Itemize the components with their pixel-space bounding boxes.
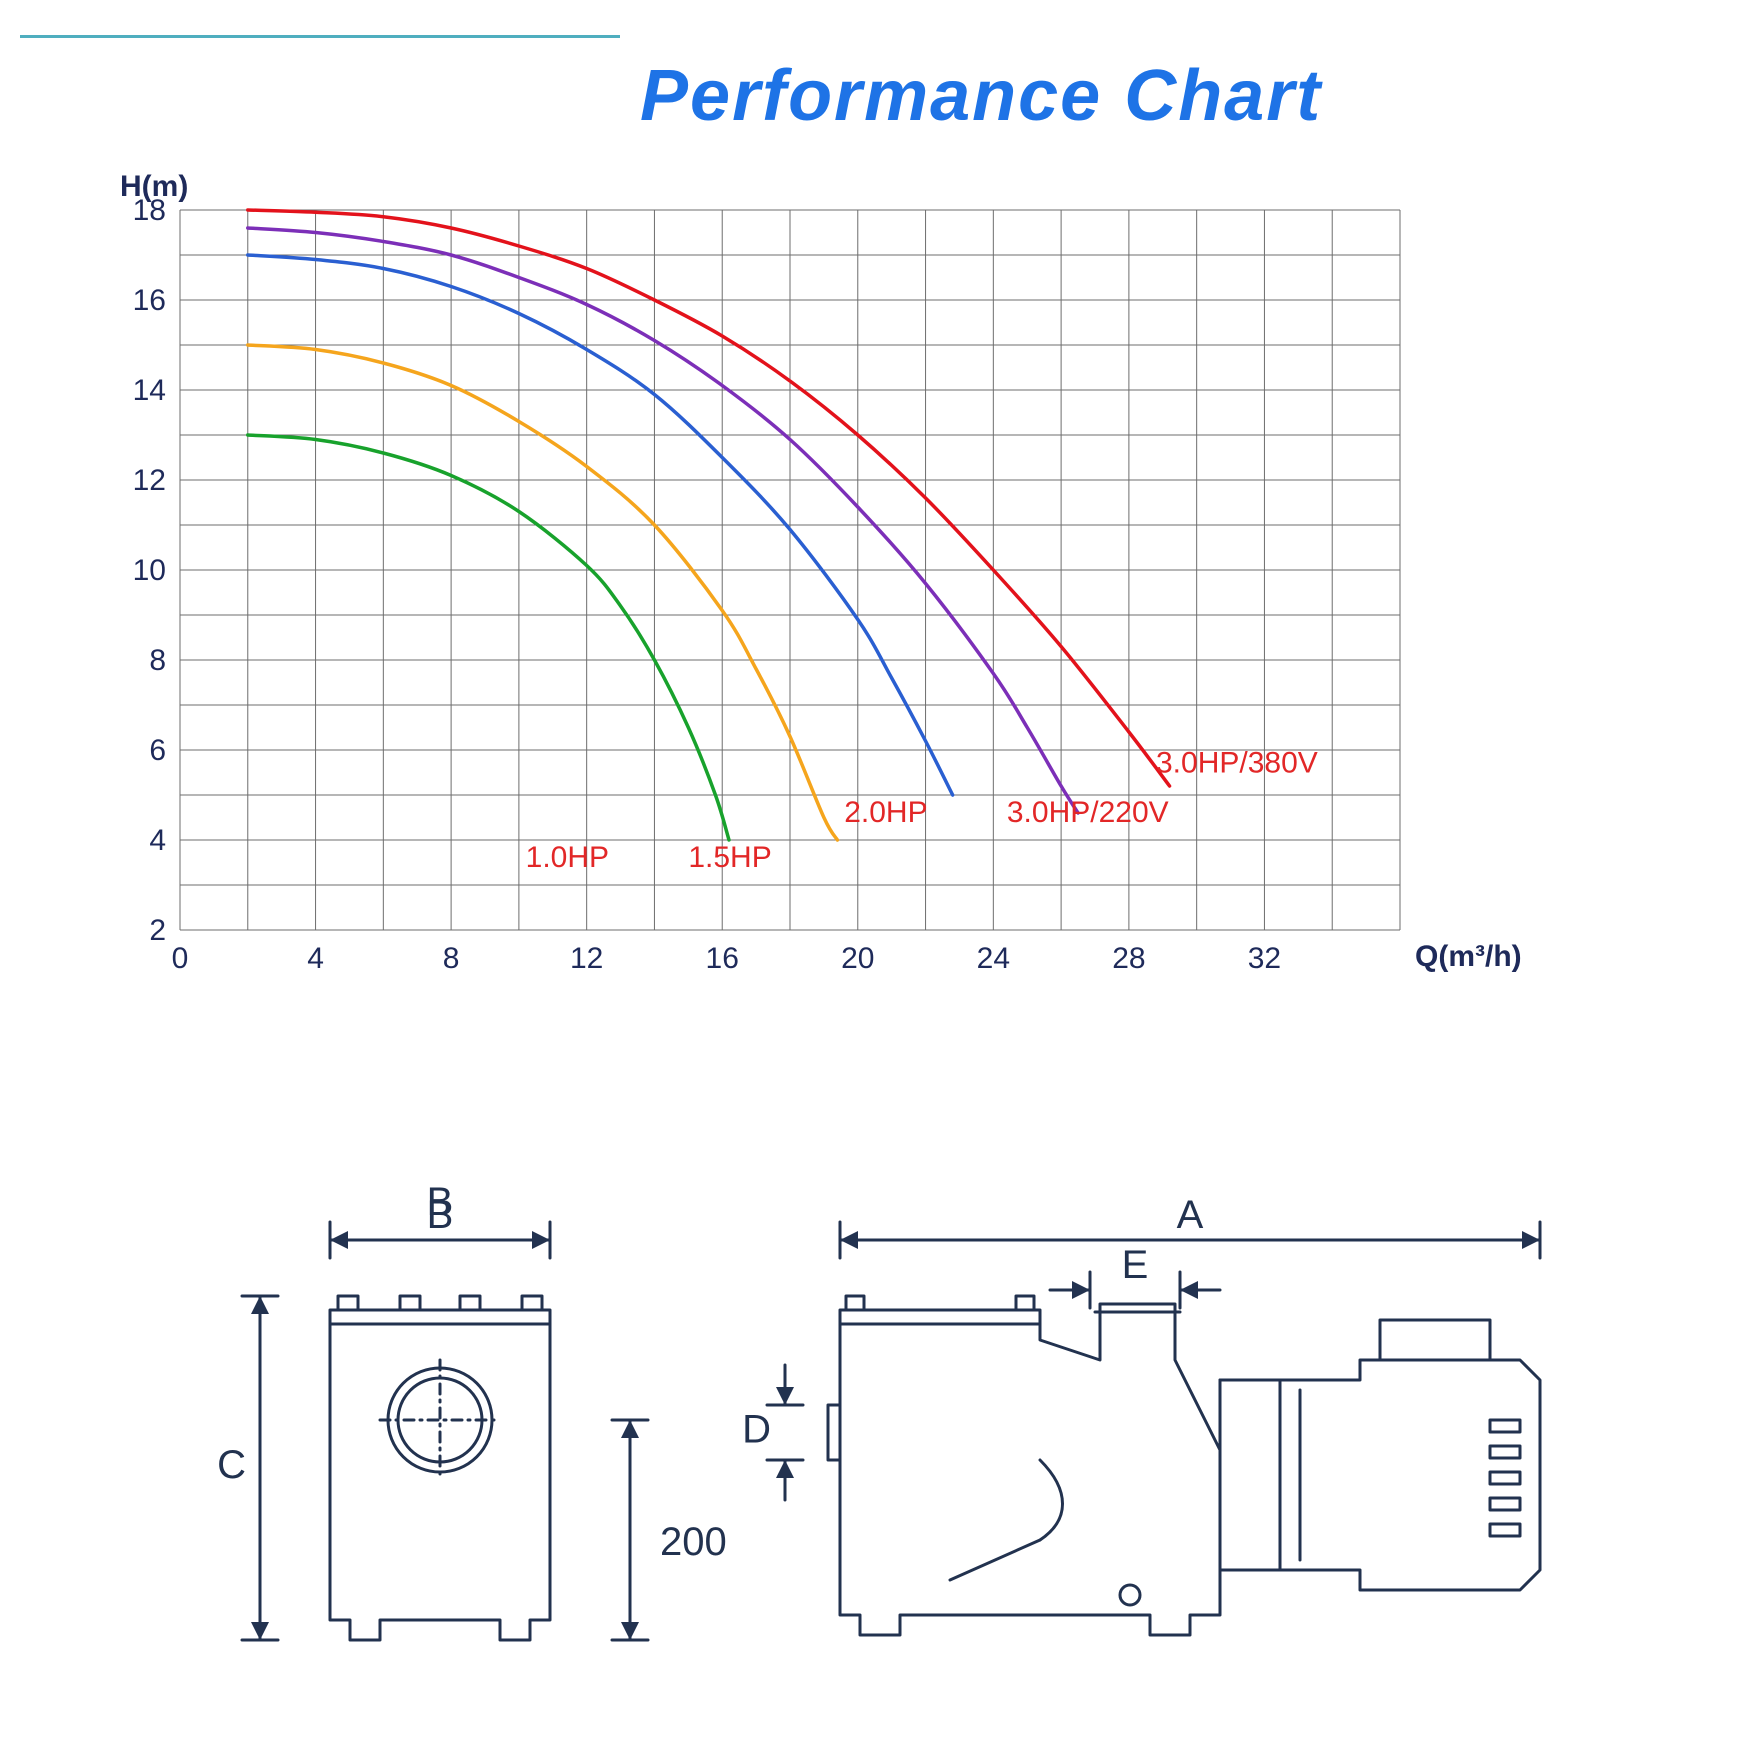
series-3.0HP/380V: [248, 210, 1170, 786]
svg-text:8: 8: [149, 644, 166, 677]
svg-text:4: 4: [149, 824, 166, 857]
series-3.0HP/220V: [248, 228, 1078, 813]
svg-text:20: 20: [841, 942, 874, 975]
series-label: 1.5HP: [688, 841, 771, 874]
svg-text:12: 12: [133, 464, 166, 497]
svg-text:0: 0: [172, 942, 189, 975]
svg-text:12: 12: [570, 942, 603, 975]
svg-text:24: 24: [977, 942, 1010, 975]
svg-text:D: D: [742, 1408, 771, 1452]
series-label: 3.0HP/380V: [1156, 747, 1318, 780]
y-axis-title: H(m): [120, 170, 188, 204]
svg-text:28: 28: [1112, 942, 1145, 975]
svg-text:C: C: [217, 1443, 246, 1487]
svg-text:200: 200: [660, 1520, 727, 1564]
svg-text:16: 16: [706, 942, 739, 975]
series-label: 2.0HP: [844, 796, 927, 829]
svg-text:8: 8: [443, 942, 460, 975]
svg-text:32: 32: [1248, 942, 1281, 975]
dimension-diagrams: BBC200AED: [140, 1140, 1600, 1700]
svg-text:4: 4: [307, 942, 324, 975]
svg-text:2: 2: [149, 914, 166, 947]
svg-text:B: B: [427, 1180, 454, 1224]
svg-text:6: 6: [149, 734, 166, 767]
svg-text:16: 16: [133, 284, 166, 317]
performance-chart: 048121620242832246810121416181.0HP1.5HP2…: [100, 180, 1480, 990]
svg-text:10: 10: [133, 554, 166, 587]
series-label: 3.0HP/220V: [1007, 796, 1169, 829]
header-rule: [20, 35, 620, 38]
svg-text:A: A: [1177, 1193, 1204, 1237]
series-1.0HP: [248, 435, 729, 840]
series-label: 1.0HP: [526, 841, 609, 874]
chart-svg: 048121620242832246810121416181.0HP1.5HP2…: [100, 180, 1480, 990]
x-axis-title: Q(m³/h): [1415, 940, 1522, 974]
svg-text:14: 14: [133, 374, 166, 407]
svg-text:E: E: [1122, 1243, 1149, 1287]
series-1.5HP: [248, 345, 838, 840]
page-title: Performance Chart: [640, 55, 1322, 137]
diagram-svg: BBC200AED: [140, 1140, 1600, 1700]
page-root: Performance Chart 0481216202428322468101…: [0, 0, 1749, 1749]
